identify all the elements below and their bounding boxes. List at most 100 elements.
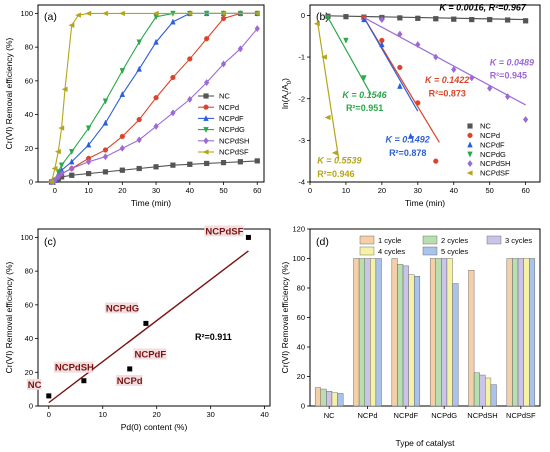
x-tick-label: 20 <box>153 410 161 419</box>
data-point-NCPdSH <box>187 95 193 103</box>
data-point-NCPdSH <box>220 60 227 68</box>
data-point-NC <box>237 159 243 165</box>
legend-marker-NCPdF <box>203 115 209 122</box>
data-point-NCPdSH <box>102 153 109 161</box>
x-tick-label: NCPd <box>357 411 377 420</box>
legend-label-NCPd: NCPd <box>219 103 239 112</box>
data-point-NCPd <box>170 74 176 81</box>
y-tick-label: 0 <box>301 11 305 20</box>
y-tick-label: 60 <box>25 76 33 85</box>
data-point-NCPd <box>204 36 210 42</box>
data-point-NC <box>153 164 159 170</box>
data-point-NCPdG <box>343 37 349 44</box>
legend-label: 2 cycles <box>441 236 468 245</box>
data-point-NCPd <box>127 366 133 372</box>
bar-NCPd <box>375 258 382 407</box>
data-label-bg <box>104 302 138 314</box>
x-tick-label: 40 <box>260 410 268 419</box>
x-tick-label: 50 <box>486 186 494 195</box>
x-tick-label: NC <box>324 411 335 420</box>
data-point-NCPdSH <box>522 115 529 124</box>
x-tick-label: 0 <box>53 186 57 195</box>
annotation-NCPdSF: K = 0.5539 <box>317 155 361 165</box>
x-tick-label: 30 <box>414 186 422 195</box>
y-tick-label: 0 <box>29 402 33 411</box>
bar-NCPdSH <box>490 384 497 407</box>
data-label-bg <box>26 378 42 390</box>
data-point-NCPdF <box>153 38 159 45</box>
data-point-NCPdF <box>136 65 142 72</box>
legend-label-NCPdF: NCPdF <box>480 140 505 149</box>
data-point-NC <box>415 15 421 21</box>
data-point-NC <box>170 162 176 168</box>
y-tick-label: 60 <box>297 313 305 322</box>
legend-marker-NCPdSF <box>466 170 473 176</box>
bar-NCPdSH <box>485 377 492 407</box>
data-label-bg <box>115 374 143 386</box>
r-squared-label: R²=0.911 <box>195 332 232 342</box>
data-label-bg <box>204 225 244 237</box>
legend-marker-NCPd <box>467 132 473 139</box>
x-tick-label: 20 <box>118 186 126 195</box>
data-point-NCPdSF <box>152 10 159 17</box>
y-tick-label: 0 <box>301 402 305 411</box>
y-tick-label: 80 <box>25 43 33 52</box>
fit-line-NCPdSH <box>363 16 526 106</box>
bar-NCPdSH <box>479 374 486 407</box>
bar-NCPdF <box>414 276 421 407</box>
y-tick-label: 100 <box>20 9 33 18</box>
data-label-bg <box>53 361 94 373</box>
data-point-NCPdG <box>119 68 126 75</box>
data-point-NCPdSF <box>313 21 320 27</box>
data-point-NCPdSF <box>48 179 55 185</box>
data-point-NCPdSH <box>136 136 142 144</box>
legend-swatch <box>359 246 375 256</box>
data-point-NCPdSF <box>118 10 125 17</box>
panel-a: 0 10 20 30 40 50 60 0 20 40 60 80 100 (a) Time (min) Cr… <box>4 4 265 208</box>
fit-line-NCPdF <box>363 17 419 112</box>
data-point-NC <box>343 14 349 20</box>
annotation-NCPdG: R²=0.951 <box>346 103 383 113</box>
data-point-NCPdSH <box>237 45 244 53</box>
panel-label: (d) <box>316 236 329 248</box>
y-tick-label: 20 <box>25 368 33 377</box>
data-point-NC <box>102 169 109 175</box>
data-point-NCPdSH <box>170 109 176 117</box>
bar-NC <box>331 392 338 407</box>
data-point-NCPdSH <box>204 79 210 87</box>
fit-line-NC <box>327 15 526 21</box>
legend-marker-NCPdSH <box>203 137 209 145</box>
data-point-NCPdSF <box>85 10 92 17</box>
legend-label: 4 cycles <box>378 247 405 256</box>
data-point-NCPdG <box>69 149 75 156</box>
data-point-NCPd <box>397 64 403 71</box>
legend-marker-NCPd <box>203 104 209 110</box>
data-point-NC <box>119 167 125 173</box>
data-point-NCPdSH <box>254 25 260 33</box>
y-axis-label: ln(At/A0) <box>280 78 293 109</box>
y-tick-label: 100 <box>292 254 305 263</box>
data-point-NCPdF <box>397 82 403 89</box>
legend-marker-NCPdG <box>467 151 473 158</box>
x-tick-label: 0 <box>47 410 51 419</box>
bar-NCPdG <box>452 283 459 407</box>
data-label-bg <box>133 348 167 360</box>
data-point-NCPd <box>187 56 193 62</box>
y-tick-label: 100 <box>20 233 33 242</box>
data-point-NCPdSF <box>324 114 331 121</box>
fit-line-NCPdSF <box>316 19 340 160</box>
x-tick-label: 40 <box>450 186 458 195</box>
plot-frame <box>309 4 541 183</box>
data-point-NCPdG <box>85 125 92 132</box>
legend-marker-NC <box>203 93 209 99</box>
y-axis-label-part: /A <box>280 84 290 92</box>
x-tick-label: 60 <box>253 186 261 195</box>
data-point-NCPdG <box>136 39 142 46</box>
data-point-NCPdSH <box>379 16 385 24</box>
bar-NCPdF <box>408 274 415 407</box>
data-point-NCPdF <box>85 141 92 148</box>
data-point-NC <box>136 165 142 172</box>
legend-label-NCPd: NCPd <box>480 131 500 140</box>
data-point-NCPd <box>433 158 439 164</box>
